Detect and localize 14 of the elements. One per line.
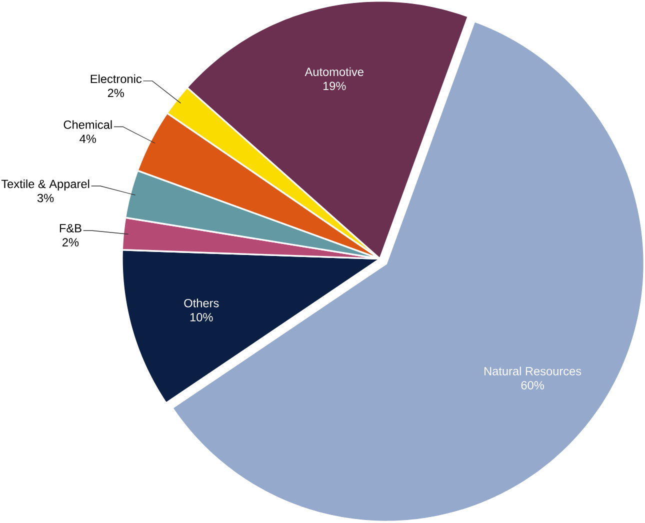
data-label: 2% xyxy=(62,238,79,247)
slice-label: Electronic xyxy=(90,74,142,84)
slice-label: Chemical xyxy=(64,120,112,130)
data-label: 10% xyxy=(190,313,213,322)
data-label: 60% xyxy=(521,381,544,390)
data-label: 19% xyxy=(323,82,346,90)
data-label: 2% xyxy=(108,89,124,98)
slice-label: F&B xyxy=(60,224,82,233)
data-label: 4% xyxy=(80,134,96,144)
slice-label: Natural Resources xyxy=(484,366,582,376)
slice-label: Others xyxy=(184,298,219,308)
slice-label: Textile & Apparel xyxy=(1,180,90,191)
data-label: 3% xyxy=(37,194,54,202)
slice-label: Automotive xyxy=(304,68,364,76)
